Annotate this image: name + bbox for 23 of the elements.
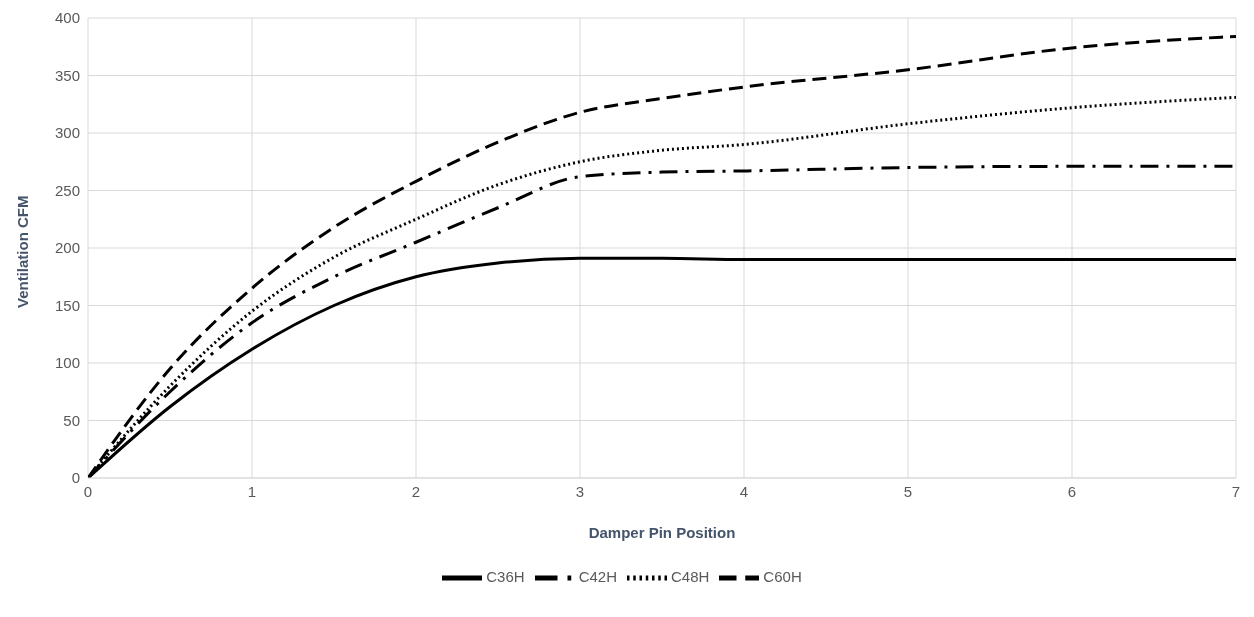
x-tick-label: 7 <box>1231 482 1241 500</box>
y-tick-label: 250 <box>54 181 80 199</box>
y-tick-label: 200 <box>54 239 80 257</box>
y-tick-label: 50 <box>63 411 80 429</box>
y-tick-label: 300 <box>54 124 80 142</box>
x-tick-label: 3 <box>575 482 585 500</box>
x-tick-label: 0 <box>83 482 93 500</box>
legend-label: C48H <box>671 568 710 586</box>
x-tick-label: 5 <box>903 482 913 500</box>
legend-label: C60H <box>763 568 802 586</box>
x-tick-label: 6 <box>1067 482 1077 500</box>
x-tick-label: 4 <box>739 482 749 500</box>
y-tick-label: 400 <box>54 9 80 27</box>
y-tick-label: 0 <box>71 469 80 487</box>
x-tick-label: 2 <box>411 482 421 500</box>
x-axis-title: Damper Pin Position <box>588 524 736 541</box>
y-tick-label: 150 <box>54 296 80 314</box>
y-tick-label: 100 <box>54 354 80 372</box>
legend-label: C36H <box>486 568 525 586</box>
legend-label: C42H <box>578 568 617 586</box>
x-tick-label: 1 <box>247 482 257 500</box>
y-axis-title: Ventilation CFM <box>14 195 32 308</box>
y-tick-label: 350 <box>54 66 80 84</box>
